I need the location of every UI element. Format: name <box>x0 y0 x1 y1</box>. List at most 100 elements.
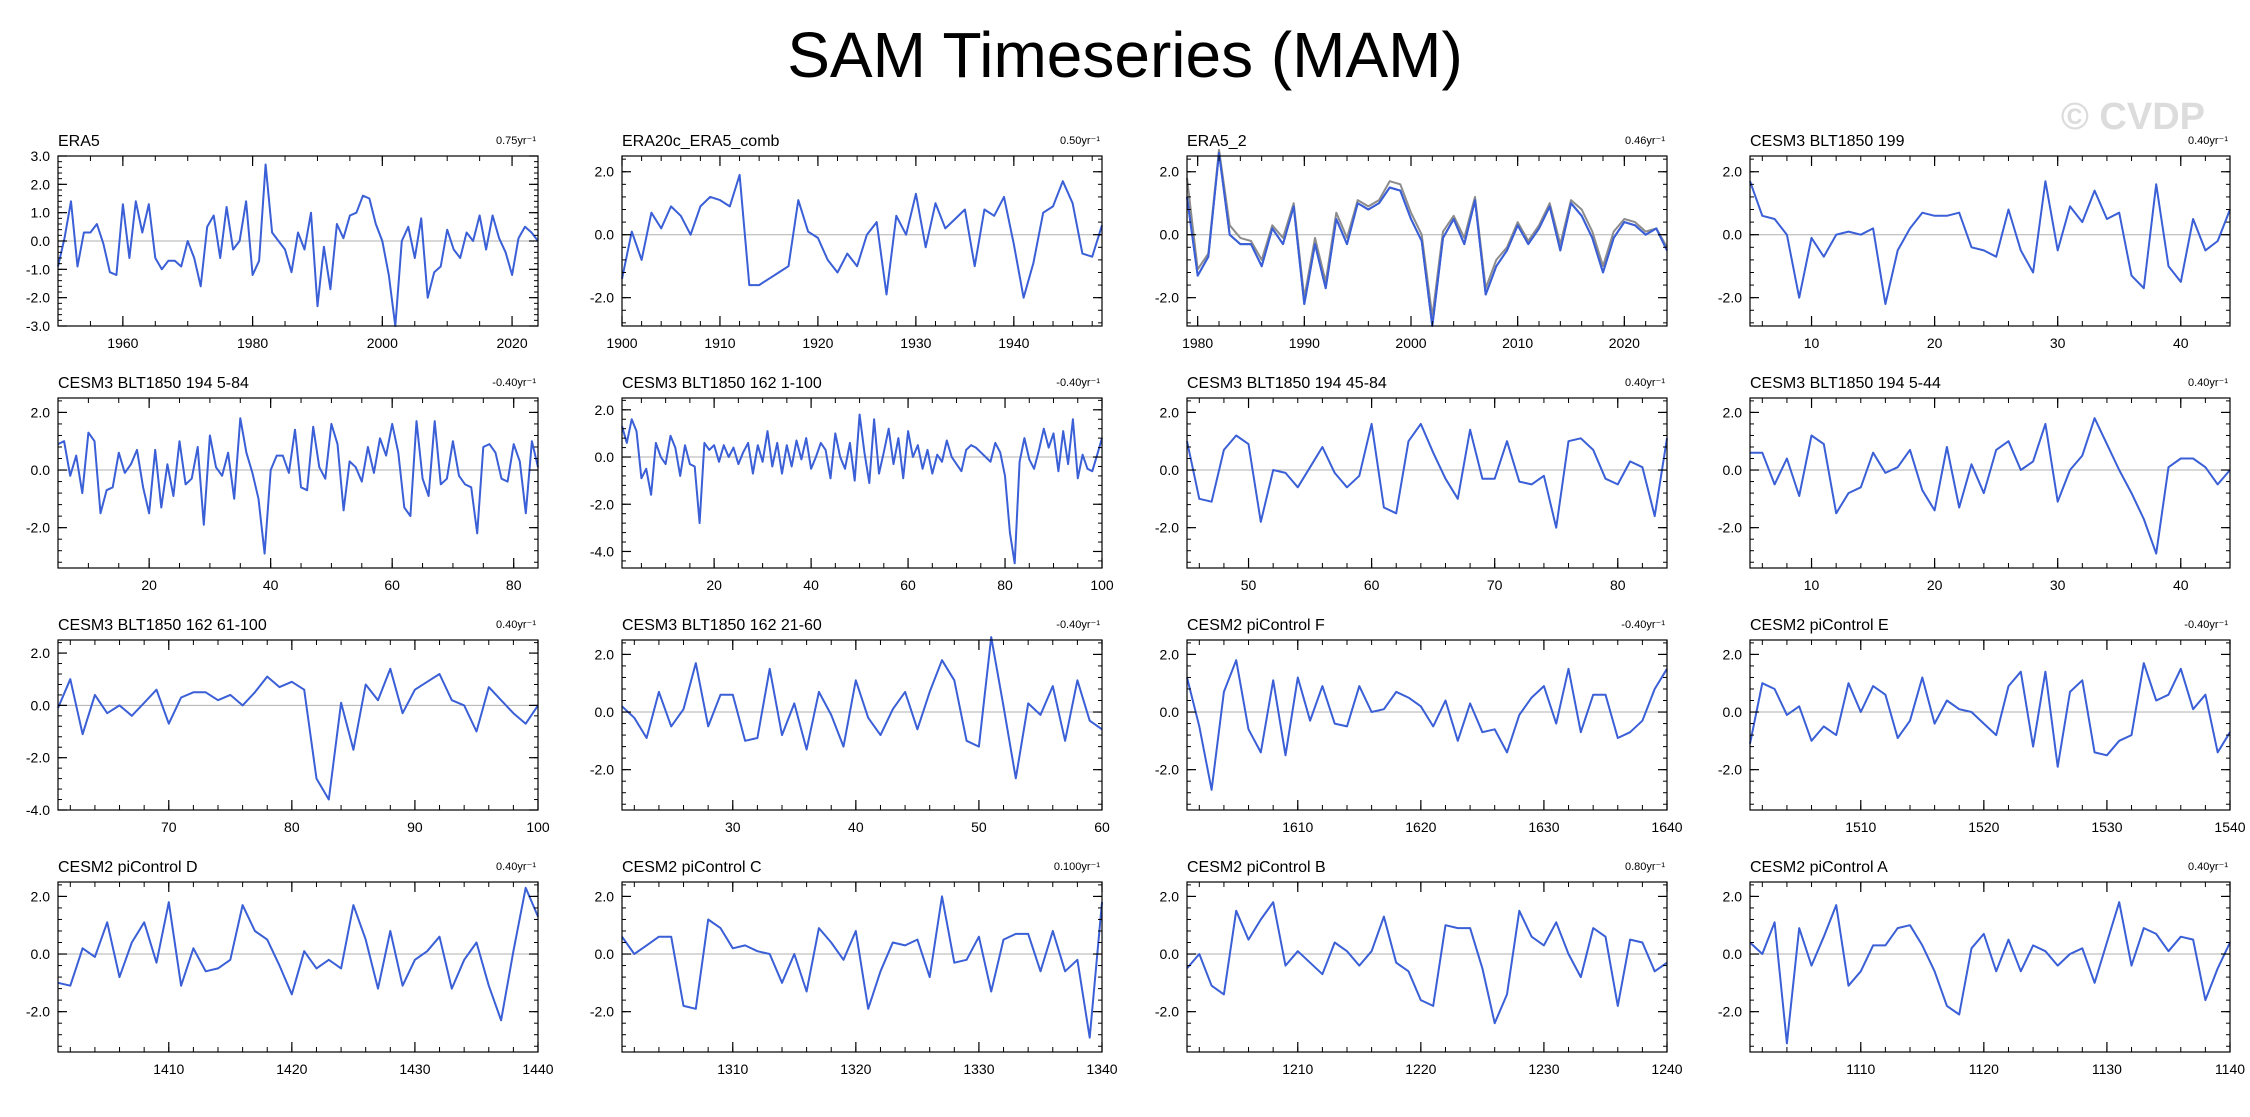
panel-10: CESM2 piControl F -0.40yr⁻¹ -2.0 0.0 2.0 1610… <box>1155 617 1683 835</box>
x-tick-label: 80 <box>284 819 300 835</box>
plot-frame <box>1186 639 1668 811</box>
y-tick-label: 2.0 <box>1723 164 1743 180</box>
y-tick-label: 2.0 <box>1723 646 1743 662</box>
x-tick-label: 80 <box>1610 577 1626 593</box>
y-tick-label: 2.0 <box>595 164 615 180</box>
plot-frame <box>1749 397 2231 569</box>
y-tick-label: 2.0 <box>31 888 51 904</box>
panel-trend: 0.50yr⁻¹ <box>1060 135 1100 147</box>
plot-frame <box>57 397 539 569</box>
y-tick-label: 0.0 <box>595 704 615 720</box>
y-tick-label: -2.0 <box>1718 1004 1742 1020</box>
x-tick-label: 40 <box>2173 335 2189 351</box>
y-tick-label: 0.0 <box>1160 704 1180 720</box>
y-tick-label: 0.0 <box>1723 946 1743 962</box>
series-line-0 <box>57 667 539 801</box>
panel-trend: -0.40yr⁻¹ <box>492 377 536 389</box>
y-tick-label: -2.0 <box>1155 762 1179 778</box>
panel-trend: 0.46yr⁻¹ <box>1625 135 1665 147</box>
y-tick-label: 0.0 <box>1723 462 1743 478</box>
x-tick-label: 80 <box>997 577 1013 593</box>
y-tick-label: 2.0 <box>595 646 615 662</box>
x-tick-label: 60 <box>1094 819 1110 835</box>
y-tick-label: -2.0 <box>590 290 614 306</box>
y-tick-label: 1.0 <box>31 205 51 221</box>
panel-2: ERA5_2 0.46yr⁻¹ -2.0 0.0 2.0 1980 1990 2000 2010… <box>1155 133 1668 351</box>
x-tick-label: 1640 <box>1651 819 1682 835</box>
series-line-0 <box>621 173 1103 299</box>
y-tick-label: 0.0 <box>595 449 615 465</box>
panel-12: CESM2 piControl D 0.40yr⁻¹ -2.0 0.0 2.0 1410 1… <box>26 859 554 1077</box>
x-tick-label: 1910 <box>704 335 735 351</box>
y-tick-label: 2.0 <box>31 176 51 192</box>
x-tick-label: 1410 <box>153 1061 184 1077</box>
x-tick-label: 20 <box>1927 335 1943 351</box>
x-tick-label: 1220 <box>1405 1061 1436 1077</box>
panel-trend: -0.40yr⁻¹ <box>1056 377 1100 389</box>
x-tick-label: 30 <box>725 819 741 835</box>
y-tick-label: 2.0 <box>31 404 51 420</box>
x-tick-label: 1620 <box>1405 819 1436 835</box>
x-tick-label: 40 <box>848 819 864 835</box>
y-tick-label: 0.0 <box>595 227 615 243</box>
y-tick-label: 2.0 <box>595 888 615 904</box>
panel-trend: -0.40yr⁻¹ <box>1621 619 1665 631</box>
y-tick-label: -2.0 <box>1155 290 1179 306</box>
y-tick-label: -4.0 <box>26 802 50 818</box>
series-line-0 <box>57 886 539 1022</box>
x-tick-label: 1420 <box>276 1061 307 1077</box>
panel-8: CESM3 BLT1850 162 61-100 0.40yr⁻¹ -4.0 -2.0… <box>26 617 550 835</box>
plot-frame <box>1186 155 1668 327</box>
panel-1: ERA20c_ERA5_comb 0.50yr⁻¹ -2.0 0.0 2.0 1900 19… <box>590 133 1103 351</box>
y-tick-label: 0.0 <box>31 697 51 713</box>
series-line-0 <box>1750 417 2231 555</box>
panel-trend: -0.40yr⁻¹ <box>1056 619 1100 631</box>
y-tick-label: 2.0 <box>1160 404 1180 420</box>
y-tick-label: -4.0 <box>590 543 614 559</box>
panel-trend: 0.40yr⁻¹ <box>2188 861 2228 873</box>
plot-frame <box>1186 397 1668 569</box>
panel-title: ERA5 <box>58 133 100 150</box>
x-tick-label: 2000 <box>1395 335 1426 351</box>
panel-title: CESM2 piControl C <box>622 859 762 876</box>
plot-frame <box>621 155 1103 327</box>
x-tick-label: 30 <box>2050 577 2066 593</box>
panel-0: ERA5 0.75yr⁻¹ -3.0 -2.0 -1.0 0.0 1.0 2.0 3.0 1960… <box>26 133 539 351</box>
x-tick-label: 100 <box>1090 577 1114 593</box>
panel-14: CESM2 piControl B 0.80yr⁻¹ -2.0 0.0 2.0 1210 1… <box>1155 859 1683 1077</box>
cvdp-watermark: © CVDP <box>2060 96 2205 138</box>
panel-trend: 0.40yr⁻¹ <box>2188 377 2228 389</box>
x-tick-label: 2010 <box>1502 335 1533 351</box>
panel-trend: 0.100yr⁻¹ <box>1054 861 1100 873</box>
x-tick-label: 50 <box>971 819 987 835</box>
y-tick-label: 2.0 <box>1160 646 1180 662</box>
x-tick-label: 1330 <box>963 1061 994 1077</box>
panel-trend: 0.75yr⁻¹ <box>496 135 536 147</box>
series-line-0 <box>1186 422 1668 529</box>
x-tick-label: 10 <box>1804 335 1820 351</box>
x-tick-label: 1980 <box>237 335 268 351</box>
y-tick-label: -2.0 <box>26 290 50 306</box>
y-tick-label: -2.0 <box>26 520 50 536</box>
x-tick-label: 50 <box>1241 577 1257 593</box>
panel-title: CESM2 piControl B <box>1187 859 1326 876</box>
panel-6: CESM3 BLT1850 194 45-84 0.40yr⁻¹ -2.0 0.0 2.… <box>1155 375 1668 593</box>
series-line-0-top <box>1186 151 1668 327</box>
panel-trend: 0.40yr⁻¹ <box>2188 135 2228 147</box>
panel-title: CESM3 BLT1850 194 5-44 <box>1750 375 1941 392</box>
x-tick-label: 60 <box>384 577 400 593</box>
y-tick-label: -1.0 <box>26 261 50 277</box>
x-tick-label: 40 <box>2173 577 2189 593</box>
y-tick-label: 2.0 <box>1723 404 1743 420</box>
plot-frame <box>1749 881 2231 1053</box>
panel-title: CESM3 BLT1850 194 45-84 <box>1187 375 1387 392</box>
series-line-0 <box>621 636 1103 780</box>
y-tick-label: -2.0 <box>1718 520 1742 536</box>
y-tick-label: 3.0 <box>31 148 51 164</box>
y-tick-label: 0.0 <box>1723 704 1743 720</box>
x-tick-label: 20 <box>141 577 157 593</box>
panel-3: CESM3 BLT1850 199 0.40yr⁻¹ -2.0 0.0 2.0 10 20 3… <box>1718 133 2231 351</box>
panel-9: CESM3 BLT1850 162 21-60 -0.40yr⁻¹ -2.0 0.0 2… <box>590 617 1110 835</box>
y-tick-label: -2.0 <box>590 1004 614 1020</box>
